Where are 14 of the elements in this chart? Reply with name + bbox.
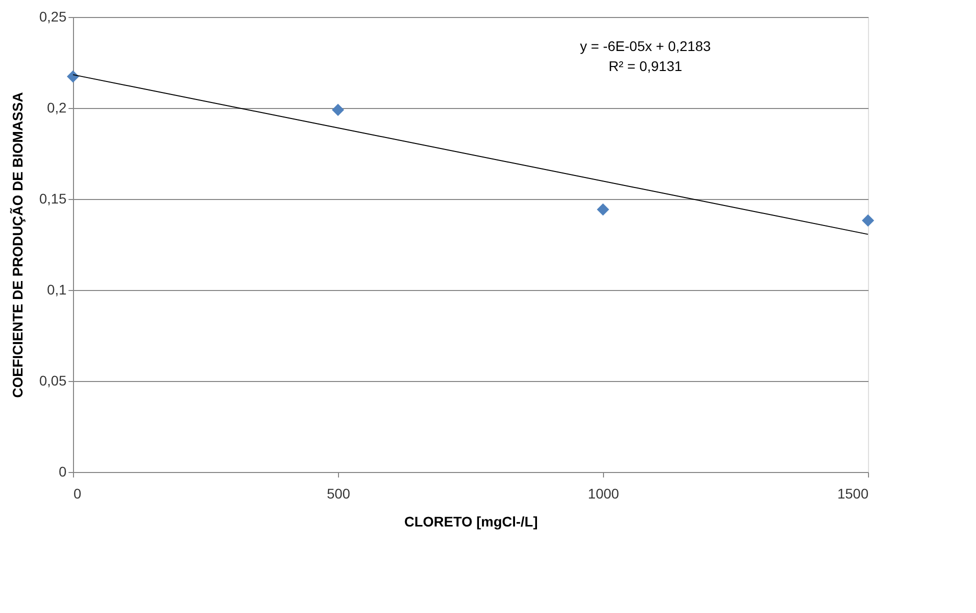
y-tick-label: 0,2 (47, 100, 67, 116)
y-axis-title: COEFICIENTE DE PRODUÇÃO DE BIOMASSA (9, 92, 26, 398)
y-tick-label: 0 (58, 464, 67, 480)
x-tick-label: 500 (326, 486, 350, 502)
x-tick-label: 1500 (837, 486, 869, 502)
y-tick-label: 0,1 (47, 282, 67, 298)
annotation: R² = 0,9131 (608, 58, 682, 74)
x-tick-label: 0 (74, 486, 82, 502)
x-axis-title: CLORETO [mgCl-/L] (404, 514, 538, 530)
x-tick-label: 1000 (588, 486, 620, 502)
y-tick-label: 0,25 (39, 8, 67, 24)
annotation: y = -6E-05x + 0,2183 (580, 38, 711, 54)
y-tick-label: 0,05 (39, 372, 67, 388)
y-tick-label: 0,15 (39, 190, 67, 206)
